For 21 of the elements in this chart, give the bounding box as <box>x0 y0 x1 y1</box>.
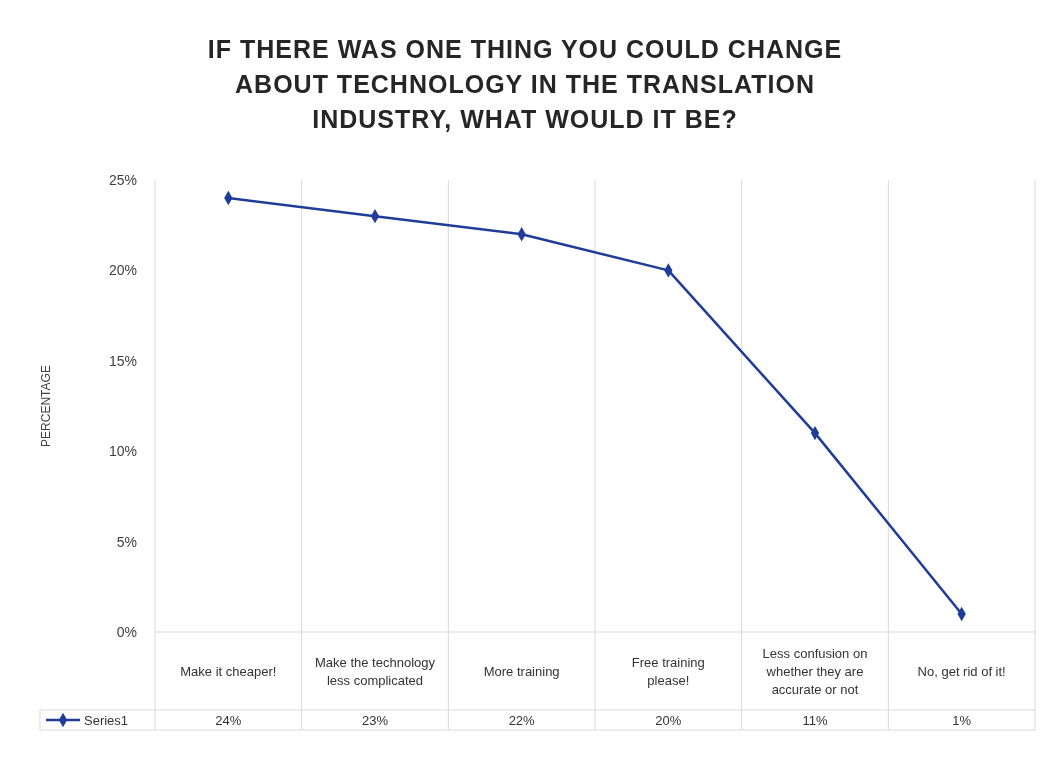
chart-title: IF THERE WAS ONE THING YOU COULD CHANGE ABOUT TECHNOLOGY IN THE TRANSLATION INDUSTRY, WHAT WOULD IT BE? <box>207 35 843 133</box>
y-axis-title: PERCENTAGE <box>39 365 53 447</box>
data-label: 24% <box>215 712 242 728</box>
data-label: 1% <box>952 712 972 728</box>
legend-label: Series1 <box>84 712 129 728</box>
x-tick-label: No, get rid of it! <box>917 663 1006 679</box>
data-label: 11% <box>802 712 828 728</box>
data-label: 22% <box>508 712 536 728</box>
y-tick-label: 5% <box>116 533 137 550</box>
data-label: 20% <box>655 712 682 728</box>
x-tick-label: More training <box>483 663 560 679</box>
y-tick-label: 15% <box>108 352 137 369</box>
data-label: 23% <box>361 712 389 728</box>
x-tick-label: Free training please! <box>631 654 705 688</box>
x-tick-label: Make the technology less complicated <box>315 654 436 688</box>
y-tick-label: 20% <box>108 262 137 279</box>
y-tick-label: 10% <box>108 443 137 460</box>
y-tick-label: 0% <box>116 623 137 640</box>
x-tick-label: Less confusion on whether they are accurate or not <box>762 645 868 697</box>
x-tick-label: Make it cheaper! <box>180 663 277 679</box>
y-tick-label: 25% <box>108 171 137 188</box>
